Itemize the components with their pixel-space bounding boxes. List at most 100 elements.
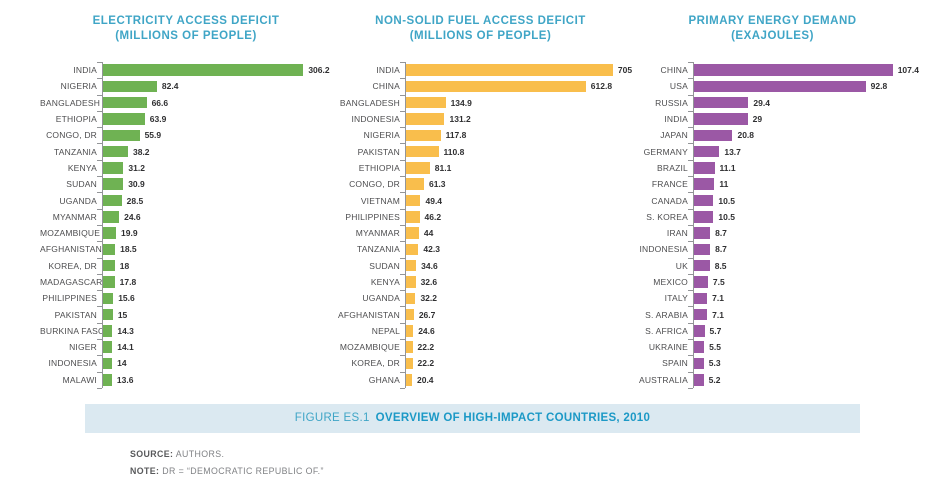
bar (406, 292, 416, 305)
chart-title-electricity: ELECTRICITY ACCESS DEFICIT (MILLIONS OF … (40, 14, 332, 46)
bar-area: 49.4 (400, 192, 629, 209)
bar (694, 243, 711, 256)
note-line: NOTE: DR = “DEMOCRATIC REPUBLIC OF.” (130, 463, 916, 480)
value-label: 20.8 (737, 130, 755, 141)
bar (103, 308, 113, 321)
bar-area: 19.9 (97, 224, 332, 242)
country-label: SUDAN (369, 260, 400, 271)
country-label: CONGO, DR (349, 179, 400, 190)
country-label: CONGO, DR (46, 130, 97, 141)
bar (103, 341, 113, 353)
value-label: 31.2 (128, 162, 145, 173)
country-label: NEPAL (371, 325, 400, 336)
chart-body-fuel: INDIA 705 CHINA 612.8 BANGLADESH 134.9 INDONES… (332, 62, 633, 390)
chart-row: MALAWI 13.6 (40, 371, 332, 390)
chart-column-electricity: ELECTRICITY ACCESS DEFICIT (MILLIONS OF … (40, 14, 332, 390)
country-label: JAPAN (660, 130, 688, 141)
bar-area: 13.7 (688, 143, 916, 160)
chart-row: FRANCE 11 (629, 176, 916, 193)
chart-row: TANZANIA 42.3 (332, 241, 629, 258)
bar-area: 18 (97, 257, 332, 274)
country-label: NIGERIA (60, 81, 97, 92)
bar-area: 34.6 (400, 257, 629, 274)
bar-area: 30.9 (97, 176, 332, 193)
bar-area: 32.6 (400, 273, 629, 291)
bar (406, 96, 446, 109)
chart-row: PHILIPPINES 46.2 (332, 208, 629, 225)
bar-area: 5.7 (688, 322, 916, 340)
value-label: 44 (423, 228, 434, 239)
country-label: KOREA, DR (351, 358, 400, 369)
bar-area: 10.5 (688, 208, 916, 225)
bar-area: 24.6 (400, 322, 629, 340)
bar-area: 22.2 (400, 339, 629, 356)
bar-area: 15.6 (97, 290, 332, 307)
bar (406, 113, 445, 125)
chart-row: JAPAN 20.8 (629, 127, 916, 144)
bar (694, 194, 714, 207)
value-label: 117.8 (445, 130, 467, 141)
country-label: PAKISTAN (357, 146, 400, 157)
country-label: KENYA (370, 277, 400, 287)
bar (406, 162, 430, 174)
bar-area: 44 (400, 224, 629, 242)
country-label: UGANDA (59, 195, 97, 206)
country-label: ITALY (664, 293, 688, 304)
chart-row: GERMANY 13.7 (629, 143, 916, 160)
bar (103, 292, 114, 305)
bar (103, 129, 140, 142)
value-label: 110.8 (443, 146, 465, 157)
chart-title-line1: PRIMARY ENERGY DEMAND (688, 15, 857, 27)
bar-area: 134.9 (400, 94, 629, 111)
value-label: 705 (617, 65, 633, 76)
chart-row: CHINA 107.4 (629, 62, 919, 79)
bar (406, 243, 419, 256)
bar-area: 17.8 (97, 273, 332, 291)
bar-area: 7.1 (688, 290, 916, 307)
bar (406, 325, 414, 337)
chart-body-energy: CHINA 107.4 USA 92.8 RUSSIA 29.4 INDIA 29 JAPAN 2… (629, 62, 919, 390)
chart-row: SUDAN 34.6 (332, 257, 629, 274)
country-label: VIETNAM (360, 195, 400, 206)
bar (406, 259, 417, 272)
chart-row: INDIA 29 (629, 110, 916, 128)
country-label: INDONESIA (48, 358, 97, 369)
bar-area: 29 (688, 110, 916, 128)
chart-row: IRAN 8.7 (629, 224, 916, 242)
bar-area: 705 (400, 62, 633, 79)
country-label: ETHIOPIA (55, 114, 97, 125)
chart-row: MYANMAR 24.6 (40, 208, 332, 225)
bar (406, 80, 586, 93)
country-label: USA (669, 81, 688, 92)
bar-area: 63.9 (97, 110, 332, 128)
bar-area: 131.2 (400, 110, 629, 128)
chart-row: PAKISTAN 110.8 (332, 143, 629, 160)
value-label: 29 (752, 114, 763, 125)
bar (103, 145, 128, 158)
bar (694, 162, 715, 174)
chart-title-line1: ELECTRICITY ACCESS DEFICIT (92, 15, 280, 27)
bar-area: 61.3 (400, 176, 629, 193)
value-label: 8.7 (715, 228, 727, 239)
bar (694, 211, 714, 223)
value-label: 131.2 (449, 114, 471, 125)
bar-area: 20.4 (400, 371, 629, 390)
value-label: 63.9 (149, 114, 167, 125)
bar-area: 82.4 (97, 78, 332, 95)
chart-row: ETHIOPIA 81.1 (332, 159, 629, 177)
bar (103, 211, 120, 223)
bar (103, 357, 113, 370)
bar-area: 20.8 (688, 127, 916, 144)
country-label: S. AFRICA (645, 325, 688, 336)
source-text: AUTHORS. (173, 448, 225, 459)
country-label: AFGHANISTAN (337, 309, 400, 320)
bar-area: 107.4 (688, 62, 919, 79)
chart-row: BRAZIL 11.1 (629, 159, 916, 177)
country-label: INDIA (664, 114, 688, 125)
country-label: GHANA (368, 374, 400, 385)
bar-area: 8.5 (688, 257, 916, 274)
value-label: 17.8 (119, 277, 137, 287)
country-label: UK (675, 260, 688, 271)
bar-area: 92.8 (688, 78, 916, 95)
chart-row: UGANDA 32.2 (332, 290, 629, 307)
